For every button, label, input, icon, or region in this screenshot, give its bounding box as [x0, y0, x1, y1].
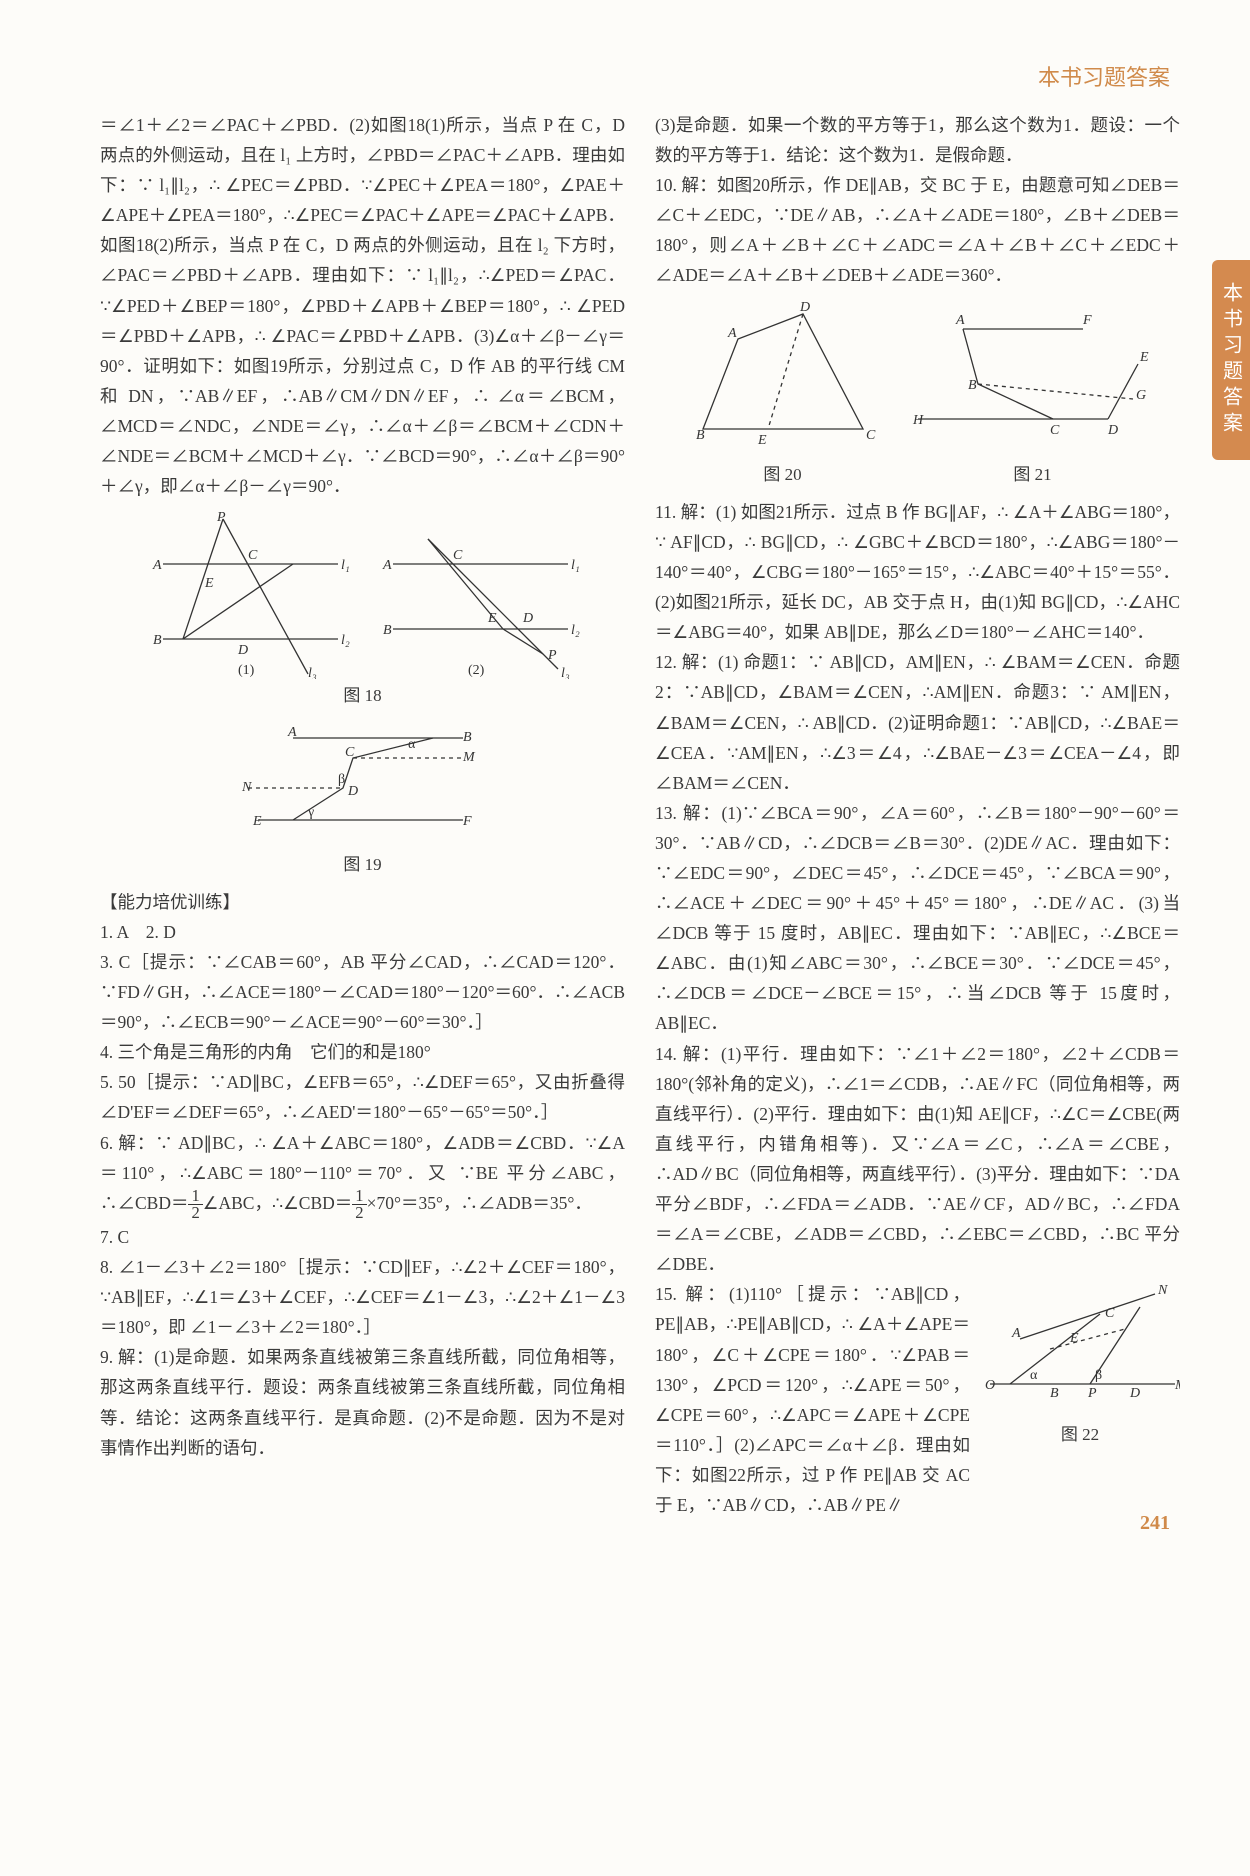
svg-text:D: D	[347, 784, 358, 799]
svg-text:H: H	[912, 413, 924, 428]
svg-text:O: O	[985, 1378, 995, 1393]
svg-text:β: β	[1095, 1368, 1102, 1383]
svg-text:A: A	[727, 326, 737, 341]
svg-text:D: D	[522, 611, 533, 626]
svg-text:β: β	[338, 772, 345, 787]
answer-13: 13. 解：(1)∵∠BCA＝90°，∠A＝60°，∴∠B＝180°－90°－6…	[655, 798, 1180, 1039]
svg-text:D: D	[799, 300, 810, 315]
figure-22-svg: O A α β E C B P D M N	[980, 1279, 1180, 1409]
figure-20-caption: 图 20	[678, 460, 888, 489]
svg-text:l₃: l₃	[308, 666, 317, 679]
figure-18-caption: 图 18	[143, 681, 583, 710]
svg-text:C: C	[345, 745, 355, 760]
answer-3: 3. C［提示：∵∠CAB＝60°，AB 平分∠CAD，∴∠CAD＝120°．∵…	[100, 947, 625, 1037]
answer-12: 12. 解：(1) 命题1：∵ AB∥CD，AM∥EN，∴ ∠BAM＝∠CEN．…	[655, 647, 1180, 797]
answer-9: 9. 解：(1)是命题．如果两条直线被第三条直线所截，同位角相等，那这两条直线平…	[100, 1342, 625, 1462]
svg-text:B: B	[1050, 1386, 1059, 1401]
left-paragraph-1: ＝∠1＋∠2＝∠PAC＋∠PBD．(2)如图18(1)所示，当点 P 在 C，D…	[100, 110, 625, 501]
svg-text:N: N	[241, 780, 252, 795]
svg-text:C: C	[248, 548, 258, 563]
svg-text:B: B	[383, 623, 392, 638]
figure-18-1-svg: P A C l₁ E B D l₂ l₃ (1)	[143, 509, 353, 679]
figure-18-2-svg: A C l₁ B E D l₂ P l₃ (2)	[373, 509, 583, 679]
svg-text:α: α	[408, 737, 416, 752]
svg-text:α: α	[1030, 1368, 1038, 1383]
answer-7: 7. C	[100, 1222, 625, 1252]
svg-text:C: C	[1050, 423, 1060, 438]
svg-text:l₁: l₁	[341, 558, 350, 573]
svg-text:C: C	[453, 548, 463, 563]
svg-text:E: E	[757, 433, 767, 448]
svg-text:M: M	[1174, 1378, 1180, 1393]
svg-text:B: B	[968, 378, 977, 393]
svg-text:B: B	[696, 428, 705, 443]
svg-text:E: E	[1139, 350, 1149, 365]
svg-text:D: D	[237, 643, 248, 658]
svg-text:F: F	[462, 814, 472, 829]
figure-21-caption: 图 21	[908, 460, 1158, 489]
svg-text:E: E	[252, 814, 262, 829]
content-columns: ＝∠1＋∠2＝∠PAC＋∠PBD．(2)如图18(1)所示，当点 P 在 C，D…	[100, 110, 1180, 1520]
answer-4: 4. 三个角是三角形的内角 它们的和是180°	[100, 1037, 625, 1067]
svg-text:E: E	[1069, 1331, 1079, 1346]
page-header: 本书习题答案	[100, 60, 1180, 92]
svg-text:D: D	[1107, 423, 1118, 438]
figure-20-svg: A D B E C	[678, 299, 888, 449]
svg-text:A: A	[152, 558, 162, 573]
svg-text:l₃: l₃	[561, 666, 570, 679]
svg-text:C: C	[1105, 1306, 1115, 1321]
svg-text:F: F	[1082, 313, 1092, 328]
svg-text:M: M	[462, 750, 476, 765]
left-column: ＝∠1＋∠2＝∠PAC＋∠PBD．(2)如图18(1)所示，当点 P 在 C，D…	[100, 110, 625, 1520]
svg-text:E: E	[487, 611, 497, 626]
svg-text:B: B	[463, 730, 472, 745]
answer-5: 5. 50［提示：∵AD∥BC，∠EFB＝65°，∴∠DEF＝65°，又由折叠得…	[100, 1067, 625, 1127]
section-heading: 【能力培优训练】	[100, 887, 625, 917]
svg-text:C: C	[866, 428, 876, 443]
svg-text:P: P	[547, 648, 557, 663]
figure-19-caption: 图 19	[233, 850, 493, 879]
svg-text:G: G	[1136, 388, 1146, 403]
svg-text:(2): (2)	[468, 663, 485, 678]
svg-text:A: A	[1011, 1326, 1021, 1341]
answer-8: 8. ∠1－∠3＋∠2＝180°［提示：∵CD∥EF，∴∠2＋∠CEF＝180°…	[100, 1252, 625, 1342]
figure-20-21: A D B E C 图 20	[655, 299, 1180, 489]
svg-text:l₂: l₂	[341, 633, 350, 648]
svg-text:B: B	[153, 633, 162, 648]
svg-text:A: A	[287, 725, 297, 740]
figure-18: P A C l₁ E B D l₂ l₃ (1)	[100, 509, 625, 710]
answer-6: 6. 解：∵ AD∥BC，∴ ∠A＋∠ABC＝180°，∠ADB＝∠CBD．∵∠…	[100, 1128, 625, 1222]
svg-text:N: N	[1157, 1283, 1168, 1298]
svg-text:P: P	[1087, 1386, 1097, 1401]
answer-9-cont: (3)是命题．如果一个数的平方等于1，那么这个数为1．题设：一个数的平方等于1．…	[655, 110, 1180, 170]
answer-6-c: ∠ABC，∴∠CBD＝	[203, 1193, 352, 1213]
svg-text:(1): (1)	[238, 663, 255, 678]
right-column: (3)是命题．如果一个数的平方等于1，那么这个数为1．题设：一个数的平方等于1．…	[655, 110, 1180, 1520]
svg-text:P: P	[216, 510, 226, 525]
answer-1-2: 1. A 2. D	[100, 917, 625, 947]
svg-text:A: A	[382, 558, 392, 573]
answer-14: 14. 解：(1)平行．理由如下：∵∠1＋∠2＝180°，∠2＋∠CDB＝180…	[655, 1039, 1180, 1280]
svg-text:l₁: l₁	[571, 558, 580, 573]
figure-19: A B C α M N β D E γ F 图 19	[100, 718, 625, 878]
figure-19-svg: A B C α M N β D E γ F	[233, 718, 493, 838]
figure-22-caption: 图 22	[980, 1420, 1180, 1449]
svg-text:γ: γ	[307, 805, 314, 820]
svg-text:D: D	[1129, 1386, 1140, 1401]
answer-10: 10. 解：如图20所示，作 DE∥AB，交 BC 于 E，由题意可知∠DEB＝…	[655, 170, 1180, 290]
answer-15: 15. 解：(1)110°［提示：∵AB∥CD，PE∥AB，∴PE∥AB∥CD，…	[655, 1279, 970, 1520]
svg-text:l₂: l₂	[571, 623, 580, 638]
answer-11: 11. 解：(1) 如图21所示．过点 B 作 BG∥AF，∴ ∠A＋∠ABG＝…	[655, 497, 1180, 647]
page-number: 241	[1140, 1512, 1170, 1535]
svg-text:A: A	[955, 313, 965, 328]
answer-6-d: ×70°＝35°，∴∠ADB＝35°．	[367, 1193, 592, 1213]
side-tab: 本书习题答案	[1212, 260, 1250, 460]
figure-21-svg: A F B G E H C D	[908, 299, 1158, 449]
svg-text:E: E	[204, 576, 214, 591]
